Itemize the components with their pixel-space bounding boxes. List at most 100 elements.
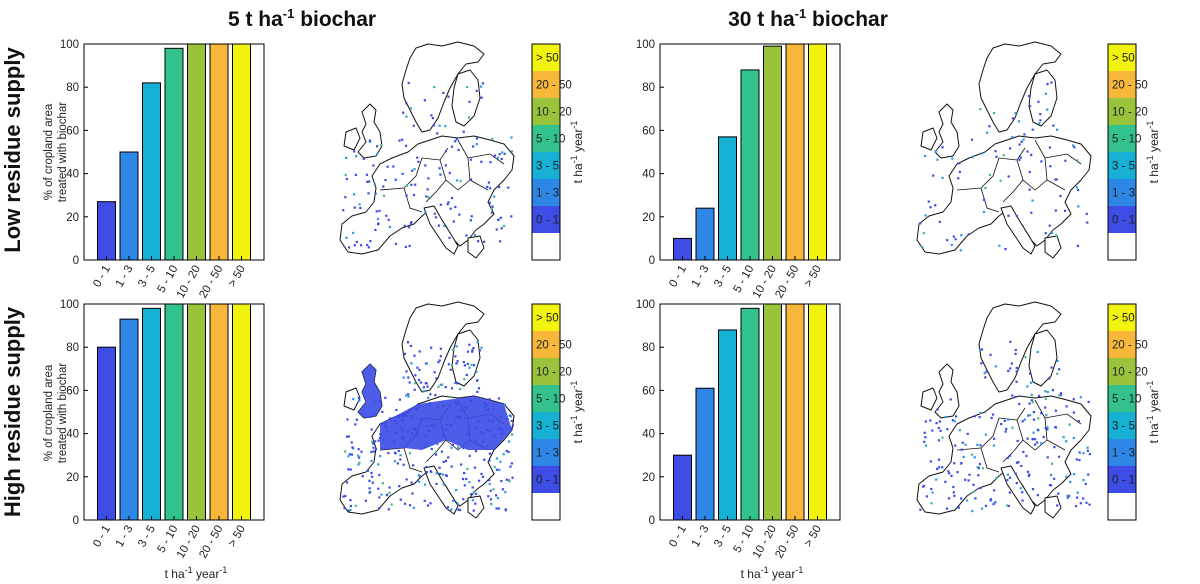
- y-tick-label: 40: [66, 429, 79, 441]
- map-dot: [976, 443, 979, 446]
- map-dot: [1058, 368, 1061, 371]
- map-dot: [982, 210, 986, 213]
- map-dot: [924, 420, 927, 423]
- map-dot: [394, 452, 397, 455]
- bar-3-5: [718, 329, 737, 521]
- colorbar-high-5t: > 50 20 - 50 10 - 20 5 - 10 3 - 5 1 - 3 0 - 1 t…: [531, 303, 585, 521]
- colorbar-frame: [531, 43, 561, 261]
- colorbar-swatch: [1108, 179, 1136, 206]
- map-dot: [501, 488, 505, 491]
- map-dot: [1028, 473, 1031, 476]
- map-dot: [967, 479, 970, 482]
- map-dot: [429, 502, 432, 505]
- map-dot: [418, 475, 421, 478]
- map-dot: [425, 471, 428, 474]
- map-dot: [499, 240, 502, 243]
- colorbar-label: 1 - 3: [536, 448, 559, 460]
- map-dot: [349, 468, 352, 471]
- map-dot: [1031, 128, 1034, 131]
- map-dot: [1044, 406, 1047, 409]
- map-dot: [465, 373, 468, 377]
- map-dot: [956, 471, 959, 474]
- map-dot: [438, 124, 441, 127]
- map-dot: [1035, 441, 1039, 444]
- country-border: [379, 157, 423, 191]
- map-dot: [423, 390, 426, 393]
- map-dot: [405, 102, 408, 105]
- map-dot: [427, 196, 430, 199]
- map-dot: [368, 180, 371, 183]
- x-tick-label: 1 - 3: [690, 524, 712, 550]
- land-scandinavia: [978, 41, 1062, 133]
- map-dot: [510, 462, 514, 465]
- map-dot: [413, 382, 417, 385]
- map-dot: [1054, 209, 1057, 212]
- colorbar-swatch: [532, 206, 560, 233]
- map-dot: [1009, 147, 1012, 150]
- map-dot: [410, 481, 413, 484]
- map-dot: [493, 154, 497, 157]
- map-dot: [498, 468, 501, 472]
- map-dot: [469, 219, 473, 222]
- map-dot: [439, 472, 442, 476]
- map-dot: [349, 508, 352, 512]
- country-border: [980, 447, 1000, 473]
- map-dot: [382, 194, 386, 197]
- colorbar-label: 5 - 10: [1112, 134, 1141, 146]
- map-dot: [483, 458, 486, 461]
- map-dot: [1076, 159, 1079, 162]
- map-dot: [994, 150, 997, 153]
- map-dot: [425, 195, 428, 198]
- map-dot: [424, 164, 427, 167]
- map-dot: [1040, 160, 1043, 163]
- map-dot: [980, 348, 984, 351]
- map-dot: [1065, 440, 1068, 443]
- map-dot: [394, 242, 398, 245]
- map-dot: [923, 440, 926, 443]
- y-tick-label: 60: [642, 385, 655, 397]
- map-dot: [407, 81, 410, 85]
- map-dot: [988, 173, 992, 177]
- map-dot: [495, 468, 499, 471]
- map-dot: [346, 418, 349, 421]
- map-dot: [979, 348, 982, 351]
- map-dot: [382, 185, 385, 188]
- map-dot: [434, 216, 438, 219]
- map-dot: [960, 448, 963, 451]
- map-dot: [392, 165, 395, 168]
- map-dot: [405, 394, 408, 397]
- map-dot: [929, 206, 932, 209]
- map-dot: [1038, 394, 1041, 397]
- map-dot: [366, 469, 369, 472]
- map-dot: [1024, 356, 1027, 359]
- map-dot: [472, 346, 475, 350]
- column-title-5t: 5 t ha-1 biochar: [228, 6, 376, 31]
- map-dot: [510, 150, 513, 153]
- country-border: [439, 139, 471, 191]
- map-dot: [342, 495, 345, 498]
- country-border: [980, 187, 1000, 213]
- colorbar-label: 3 - 5: [1112, 421, 1135, 433]
- map-dot: [1072, 411, 1075, 414]
- map-dot: [439, 173, 442, 176]
- map-dot: [377, 439, 380, 442]
- y-tick-label: 20: [642, 472, 655, 484]
- map-dot: [955, 415, 958, 418]
- map-dot: [426, 188, 429, 191]
- map-dot: [368, 491, 371, 494]
- map-dot: [370, 471, 373, 475]
- colorbar-swatch: [1108, 44, 1136, 71]
- map-dot: [1077, 419, 1080, 423]
- map-dot: [1055, 178, 1058, 181]
- map-dot: [475, 143, 478, 146]
- map-dot: [1046, 108, 1049, 111]
- map-dot: [408, 452, 412, 455]
- colorbar-low-5t: > 50 20 - 50 10 - 20 5 - 10 3 - 5 1 - 3 0 - 1 t…: [531, 43, 585, 261]
- map-dot: [951, 157, 954, 160]
- bar-10-20: [763, 45, 782, 261]
- map-dot: [399, 454, 402, 457]
- map-dot: [1031, 438, 1034, 441]
- map-dot: [939, 429, 942, 432]
- map-dot: [378, 436, 382, 440]
- country-border: [956, 157, 1000, 191]
